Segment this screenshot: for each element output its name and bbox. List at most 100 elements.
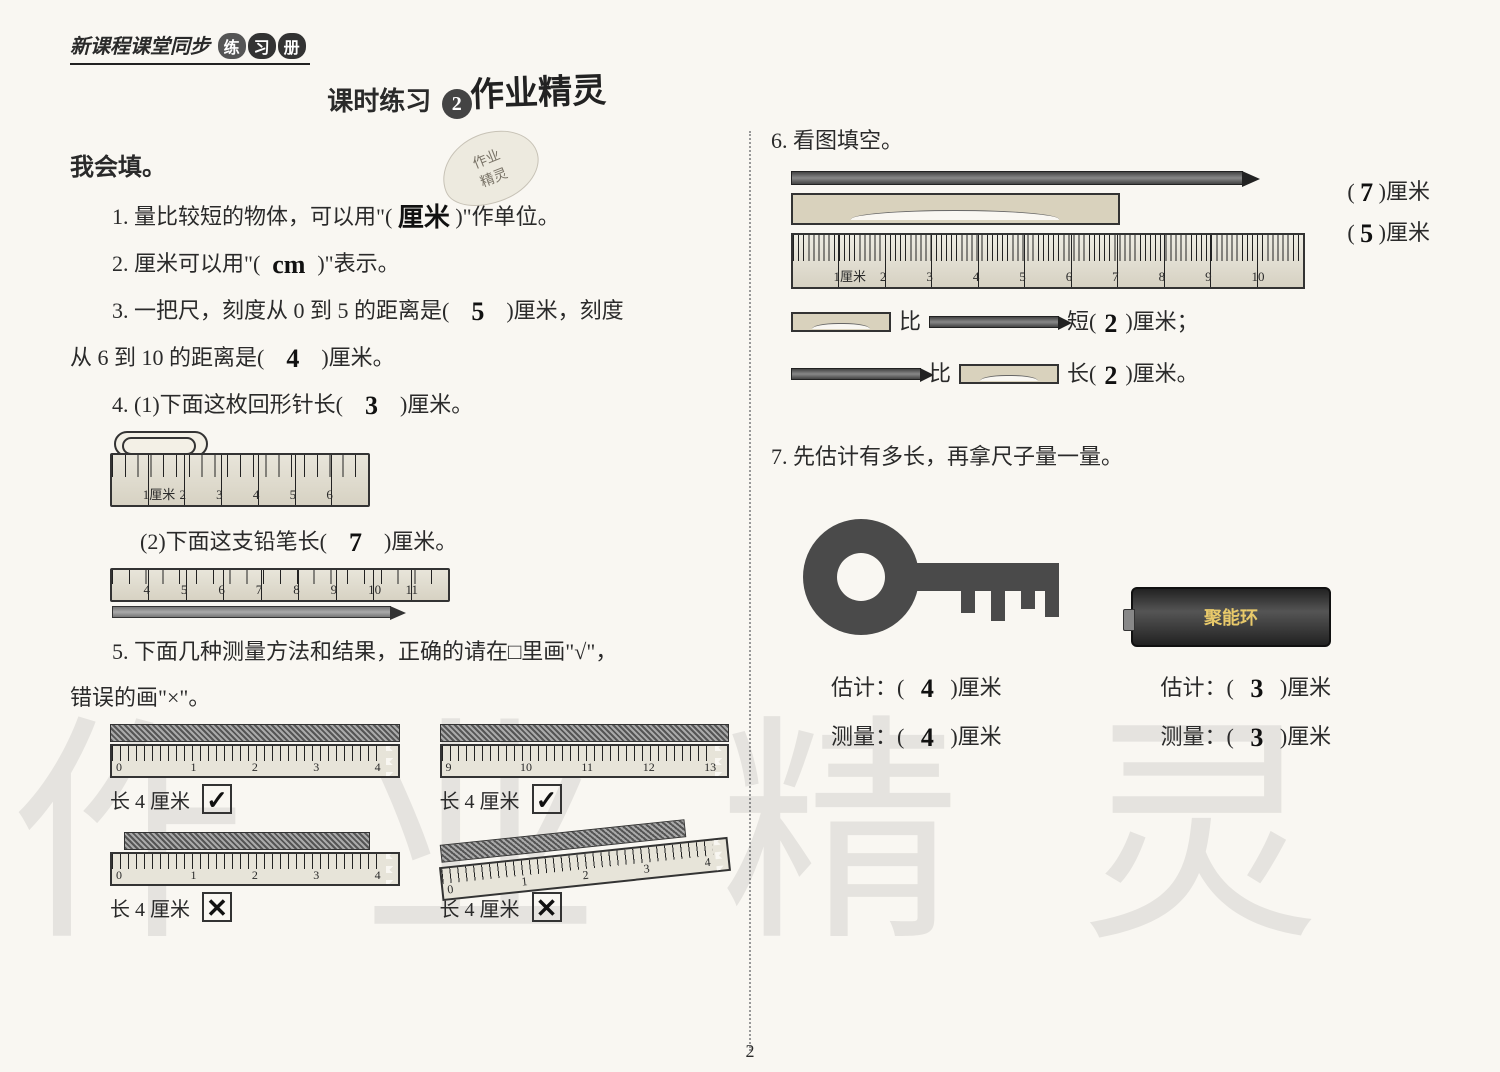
q5-mark: ✕ xyxy=(206,894,228,924)
q7-figures: 聚能环 xyxy=(791,507,1410,647)
mini-ruler: 910111213 xyxy=(440,744,730,778)
lesson-title-text: 课时练习 xyxy=(327,87,431,116)
series-title: 新课程课堂同步 xyxy=(70,36,210,58)
q7-tail: )厘米 xyxy=(1280,724,1331,749)
ruler-large: 01厘米2345678910 xyxy=(791,233,1305,289)
question-2: 2. 厘米可以用"( cm )"表示。 xyxy=(112,243,729,284)
series-pill: 习 xyxy=(248,33,276,59)
column-divider xyxy=(749,131,751,1051)
q6-figure: 01厘米2345678910 ( 7 )厘米 ( 5 )厘米 xyxy=(771,171,1430,289)
q4-figure-1: 01厘米23456 xyxy=(110,431,370,507)
right-column: 6. 看图填空。 01厘米2345678910 ( 7 )厘米 ( 5 xyxy=(771,71,1430,1031)
q4-p1-ans: 3 xyxy=(348,386,394,426)
q7-answer: 3 xyxy=(1234,718,1280,758)
q7-row: 估计：(4)厘米 xyxy=(831,667,1101,708)
q7-answer: 4 xyxy=(904,669,950,709)
q5-cell: 01234 长 4 厘米 ✓ xyxy=(110,724,400,814)
q5-cell: 910111213 长 4 厘米 ✓ xyxy=(440,724,730,814)
q4-p2b: )厘米。 xyxy=(384,529,457,554)
q3-l1b: )厘米，刻度 xyxy=(506,298,623,323)
battery-wrap: 聚能环 xyxy=(1131,587,1331,647)
q5-cell: 01234长 4 厘米✕ xyxy=(440,832,730,922)
cmp2-tail-a: 长( xyxy=(1067,351,1096,397)
q7-label: 估计：( xyxy=(1161,675,1234,700)
question-1: 1. 量比较短的物体，可以用"( 厘米 )"作单位。 xyxy=(112,196,729,237)
q5-caption: 长 4 厘米 xyxy=(440,785,520,814)
q6-pencil-ans: 7 xyxy=(1360,173,1373,213)
q4-figure-2: 34567891011 xyxy=(110,568,450,618)
q4-p2a: (2)下面这支铅笔长( xyxy=(140,529,327,554)
q3-l2b: )厘米。 xyxy=(321,345,394,370)
q7-tail: )厘米 xyxy=(1280,675,1331,700)
cmp1-ans: 2 xyxy=(1104,301,1117,347)
q1-prefix: 1. 量比较短的物体，可以用"( xyxy=(112,204,392,229)
page-number: 2 xyxy=(746,1041,755,1062)
q7-label: 测量：( xyxy=(831,724,904,749)
series-pill: 册 xyxy=(278,33,306,59)
cmp1-tail-b: )厘米； xyxy=(1125,299,1198,345)
lesson-title: 课时练习 2 xyxy=(70,81,729,119)
lesson-number-badge: 2 xyxy=(442,89,472,119)
compare-mid: 比 xyxy=(899,299,921,345)
q1-suffix: )"作单位。 xyxy=(455,204,559,229)
q5-checkbox: ✕ xyxy=(202,892,232,922)
q7-answer: 4 xyxy=(904,718,950,758)
measured-bar xyxy=(124,832,370,850)
pencil-icon xyxy=(112,606,391,618)
q5-caption: 长 4 厘米 xyxy=(110,785,190,814)
wood-block-icon xyxy=(959,364,1059,384)
key-icon xyxy=(791,507,1071,647)
q2-answer: cm xyxy=(266,245,312,285)
q3-l2a: 从 6 到 10 的距离是( xyxy=(70,345,264,370)
left-column: 作业精灵 作业 精灵 课时练习 2 我会填。 1. 量比较短的物体，可以用"( … xyxy=(70,71,729,1031)
series-header: 新课程课堂同步 练习册 xyxy=(70,30,1430,59)
q6-right-answers: ( 7 )厘米 ( 5 )厘米 xyxy=(1347,171,1430,253)
measured-bar xyxy=(110,724,400,742)
ruler-med: 34567891011 xyxy=(110,568,450,602)
paren-open: ( xyxy=(1347,179,1354,204)
question-6-heading: 6. 看图填空。 xyxy=(771,121,1430,161)
measured-bar xyxy=(440,724,730,742)
question-3-line1: 3. 一把尺，刻度从 0 到 5 的距离是( 5 )厘米，刻度 xyxy=(112,290,729,331)
q7-tail: )厘米 xyxy=(950,724,1001,749)
q2-prefix: 2. 厘米可以用"( xyxy=(112,251,260,276)
question-5-intro-2: 错误的画"×"。 xyxy=(70,678,729,718)
cmp2-ans: 2 xyxy=(1104,353,1117,399)
q4-p1b: )厘米。 xyxy=(400,392,473,417)
q5-mark: ✓ xyxy=(536,786,558,816)
q7-label: 测量：( xyxy=(1161,724,1234,749)
q2-suffix: )"表示。 xyxy=(317,251,399,276)
pencil-icon xyxy=(791,368,921,380)
battery-brand: 聚能环 xyxy=(1204,604,1258,630)
q3-ans2: 4 xyxy=(270,339,316,379)
q5-cell: 01234长 4 厘米✕ xyxy=(110,832,400,922)
mini-ruler: 01234 xyxy=(110,744,400,778)
pencil-icon xyxy=(929,316,1059,328)
q4-p1a: 4. (1)下面这枚回形针长( xyxy=(112,392,343,417)
question-4-2: (2)下面这支铅笔长( 7 )厘米。 xyxy=(140,521,729,562)
q5-grid: 01234 长 4 厘米 ✓ 910111213 长 4 厘米 ✓ 01234长 4 厘米✕… xyxy=(110,724,729,922)
wood-block-icon xyxy=(791,193,1120,225)
q7-answers-grid: 估计：(4)厘米估计：(3)厘米测量：(4)厘米测量：(3)厘米 xyxy=(831,667,1430,757)
q6-wood-ans: 5 xyxy=(1360,214,1373,254)
q6-compare-1: 比 短( 2 )厘米； xyxy=(791,299,1430,345)
q5-checkbox: ✓ xyxy=(202,784,232,814)
q5-mark: ✕ xyxy=(536,894,558,924)
ruler-small: 01厘米23456 xyxy=(110,453,370,507)
q4-p2-ans: 7 xyxy=(332,523,378,563)
q1-answer: 厘米 xyxy=(398,198,450,238)
q6-compare-2: 比 长( 2 )厘米。 xyxy=(791,351,1430,397)
pencil-icon xyxy=(791,171,1243,185)
series-pill: 练 xyxy=(218,33,246,59)
question-3-line2: 从 6 到 10 的距离是( 4 )厘米。 xyxy=(70,337,729,378)
q3-l1a: 3. 一把尺，刻度从 0 到 5 的距离是( xyxy=(112,298,449,323)
q5-checkbox: ✕ xyxy=(532,892,562,922)
q6-unit: )厘米 xyxy=(1379,179,1430,204)
header-rule xyxy=(70,63,310,65)
q5-caption: 长 4 厘米 xyxy=(110,893,190,922)
battery-icon: 聚能环 xyxy=(1131,587,1331,647)
wood-block-icon xyxy=(791,312,891,332)
paren-open: ( xyxy=(1347,220,1354,245)
q5-checkbox: ✓ xyxy=(532,784,562,814)
q7-tail: )厘米 xyxy=(950,675,1001,700)
